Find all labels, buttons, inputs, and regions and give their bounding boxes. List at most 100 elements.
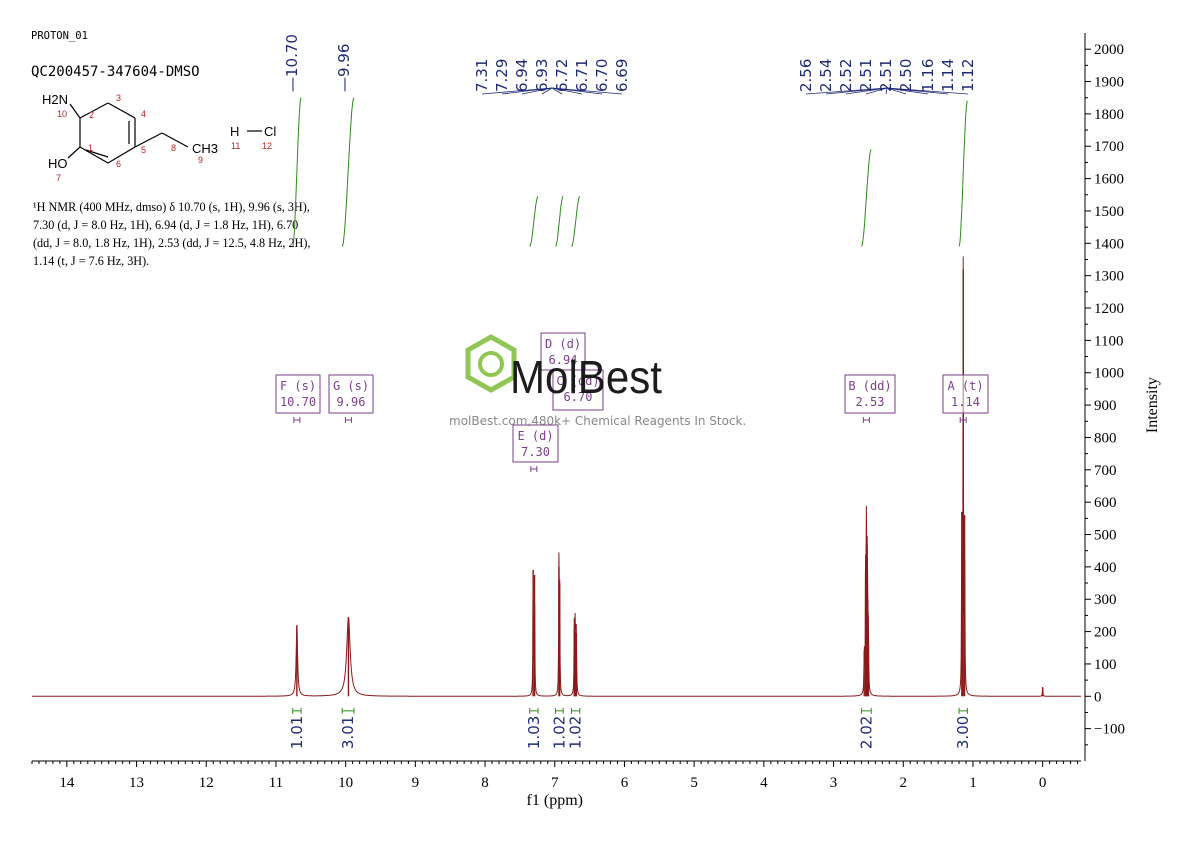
x-tick-label: 10 xyxy=(338,775,353,791)
integral-curve xyxy=(860,149,872,247)
nmr-description: ¹H NMR (400 MHz, dmso) δ 10.70 (s, 1H), … xyxy=(33,198,363,270)
y-tick-label: 1700 xyxy=(1094,139,1124,155)
methyl-label: CH3 xyxy=(192,141,218,156)
multiplet-box xyxy=(275,374,321,414)
multiplet-boxes: F (s) 10.70 G (s) 9.96 E (d) 7.30 D (d) 6.94 C (… xyxy=(275,332,989,472)
multiplet-label: D (d) xyxy=(545,337,581,351)
peak-label: 2.52 xyxy=(837,59,855,92)
atom-number: 1 xyxy=(88,143,93,153)
hydroxyl-label: HO xyxy=(48,156,68,171)
peak-connector xyxy=(541,87,553,95)
x-tick-label: 7 xyxy=(551,775,559,791)
atom-number: 12 xyxy=(262,141,272,151)
integral-curve xyxy=(341,97,355,247)
x-tick-label: 14 xyxy=(59,775,75,791)
atom-number: 9 xyxy=(198,155,203,165)
peak-label: 2.56 xyxy=(797,59,815,92)
multiplet-shift: 10.70 xyxy=(280,395,316,409)
y-tick-label: 200 xyxy=(1094,625,1117,641)
x-tick-label: 4 xyxy=(760,775,768,791)
peak-label: 2.50 xyxy=(897,59,915,92)
spectrum-trace xyxy=(32,256,1081,697)
multiplet-label: B (dd) xyxy=(848,379,891,393)
atom-number: 6 xyxy=(116,159,121,169)
atom-number: 11 xyxy=(231,141,240,151)
peak-label: 6.94 xyxy=(513,59,531,92)
integral-value: 2.02 xyxy=(857,716,875,749)
x-tick-label: 8 xyxy=(481,775,489,791)
multiplet-label: F (s) xyxy=(280,379,316,393)
y-tick-label: 600 xyxy=(1094,495,1117,511)
x-tick-label: 2 xyxy=(900,775,908,791)
multiplet-box xyxy=(942,374,989,414)
atom-number: 3 xyxy=(116,93,121,103)
chemical-structure xyxy=(67,102,262,164)
integral-curve xyxy=(958,100,968,247)
x-tick-label: 5 xyxy=(690,775,698,791)
peak-label: 1.12 xyxy=(959,59,977,92)
peak-label: 1.14 xyxy=(939,59,957,92)
hydrogen-label: H xyxy=(230,124,239,139)
nmr-line: 7.30 (d, J = 8.0 Hz, 1H), 6.94 (d, J = 1… xyxy=(33,218,299,232)
y-tick-label: 0 xyxy=(1094,689,1102,705)
integral-value: 3.01 xyxy=(339,716,357,749)
sample-name: QC200457-347604-DMSO xyxy=(31,64,200,80)
peak-labels: —10.70 —9.96 7.31 7.29 6.94 6.93 6.72 6.71 6.70 6… xyxy=(283,34,977,95)
peak-label: —9.96 xyxy=(335,44,353,92)
peak-label: 6.72 xyxy=(553,59,571,92)
peak-connector xyxy=(886,87,969,95)
multiplet-box xyxy=(540,332,586,371)
peak-label: 7.29 xyxy=(493,59,511,92)
y-tick-label: 1100 xyxy=(1094,333,1123,349)
y-tick-label: 300 xyxy=(1094,592,1117,608)
y-tick-label: 1400 xyxy=(1094,236,1124,252)
integral-curve xyxy=(555,196,564,247)
nmr-line: ¹H NMR (400 MHz, dmso) δ 10.70 (s, 1H), … xyxy=(33,200,310,214)
integral-curve xyxy=(292,97,302,247)
y-tick-label: 1300 xyxy=(1094,269,1124,285)
amine-label: H2N xyxy=(42,92,68,107)
y-tick-label: 900 xyxy=(1094,398,1117,414)
atom-number: 4 xyxy=(141,109,146,119)
atom-number: 2 xyxy=(89,110,94,120)
watermark-brand: MolBest xyxy=(510,351,662,403)
integral-curve xyxy=(529,196,539,247)
integral-value: 1.01 xyxy=(288,716,306,749)
peak-label: —10.70 xyxy=(283,34,301,92)
x-tick-label: 11 xyxy=(269,775,283,791)
peak-label: 2.51 xyxy=(857,59,875,92)
peak-label: 6.93 xyxy=(533,59,551,92)
x-tick-label: 6 xyxy=(621,775,629,791)
y-tick-label: 700 xyxy=(1094,463,1117,479)
peak-label: 6.69 xyxy=(613,59,631,92)
integral-value: 1.03 xyxy=(525,716,543,749)
chlorine-label: Cl xyxy=(264,124,276,139)
watermark-tagline: molBest.com,480k+ Chemical Reagents In S… xyxy=(449,414,747,428)
experiment-name: PROTON_01 xyxy=(31,30,88,42)
y-axis-label: Intensity xyxy=(1144,377,1161,433)
nmr-line: 1.14 (t, J = 7.6 Hz, 3H). xyxy=(33,254,150,268)
peak-label: 6.71 xyxy=(573,59,591,92)
multiplet-shift: 2.53 xyxy=(856,395,885,409)
multiplet-box xyxy=(328,374,374,414)
x-tick-label: 1 xyxy=(969,775,977,791)
peak-label: 6.70 xyxy=(593,59,611,92)
peak-connector xyxy=(865,87,888,95)
peak-connector xyxy=(825,87,888,95)
y-tick-label: 400 xyxy=(1094,560,1117,576)
y-tick-label: 1900 xyxy=(1094,75,1124,91)
y-tick-label: 100 xyxy=(1094,657,1117,673)
multiplet-shift: 9.96 xyxy=(337,395,366,409)
multiplet-box xyxy=(844,374,896,414)
x-tick-label: 3 xyxy=(830,775,838,791)
multiplet-label: A (t) xyxy=(947,379,983,393)
integral-curve xyxy=(571,196,581,247)
x-tick-label: 9 xyxy=(412,775,420,791)
y-tick-label: −100 xyxy=(1094,722,1125,738)
multiplet-label: C (dd) xyxy=(556,374,599,388)
x-tick-label: 13 xyxy=(129,775,144,791)
x-tick-label: 12 xyxy=(199,775,214,791)
spectrum-line xyxy=(32,256,1081,697)
x-tick-label: 0 xyxy=(1039,775,1047,791)
